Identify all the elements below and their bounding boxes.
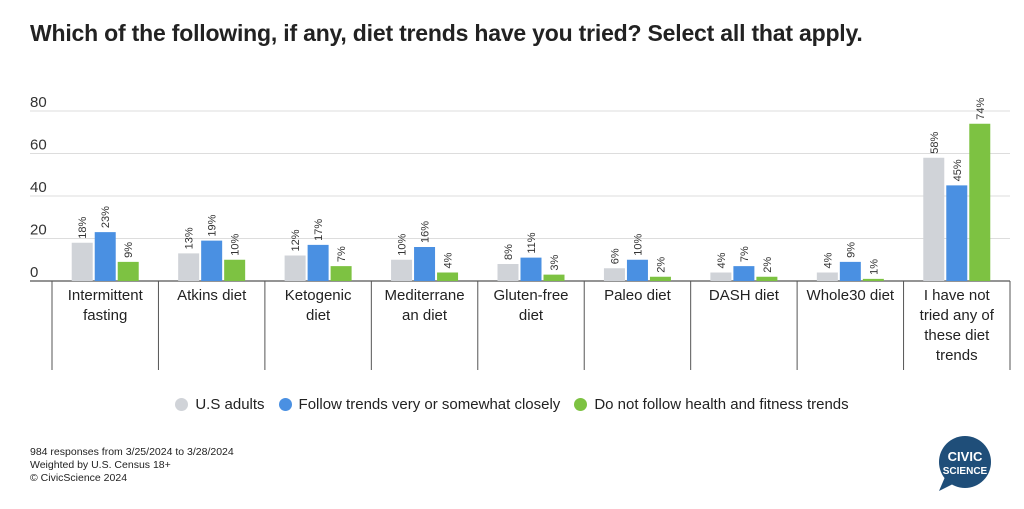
category-label-4-1: diet [519, 307, 544, 324]
legend-swatch-us-adults [175, 398, 189, 411]
footnote-weighting: Weighted by U.S. Census 18+ [30, 459, 171, 471]
value-label-8-2: 74% [975, 98, 987, 120]
legend-swatch-do-not-follow [574, 398, 588, 411]
y-tick-label-0: 0 [30, 264, 38, 281]
legend-item-follow-trends: Follow trends very or somewhat closely [278, 396, 561, 413]
category-label-0-1: fasting [83, 307, 127, 324]
bar-5-2 [649, 276, 671, 281]
legend-swatch-follow-trends [278, 398, 292, 411]
logo-text-civic: CIVIC [948, 449, 983, 464]
bar-4-1 [520, 257, 542, 281]
bar-8-1 [946, 185, 968, 281]
value-label-4-2: 3% [549, 255, 561, 271]
chart-legend: U.S adults Follow trends very or somewha… [0, 396, 1024, 413]
category-label-0-0: Intermittent [68, 287, 144, 304]
bar-5-1 [626, 259, 648, 281]
category-label-3-0: Mediterrane [385, 287, 465, 304]
value-label-3-2: 4% [443, 252, 455, 268]
bar-3-2 [437, 272, 459, 281]
footnote-copyright: © CivicScience 2024 [30, 472, 128, 484]
bar-6-2 [756, 276, 778, 281]
category-label-8-0: I have not [924, 287, 991, 304]
y-tick-label-80: 80 [30, 94, 47, 111]
value-label-6-0: 4% [716, 252, 728, 268]
bar-chart: 0 20 40 60 80 18% 23% 9% Intermittent fasting 13% 1… [30, 94, 1011, 370]
category-label-3-1: an diet [402, 307, 448, 324]
y-tick-label-40: 40 [30, 179, 47, 196]
bar-3-1 [414, 247, 436, 281]
value-label-6-1: 7% [739, 246, 751, 262]
value-label-0-1: 23% [100, 206, 112, 228]
bar-1-0 [178, 253, 200, 281]
legend-label-us-adults: U.S adults [195, 396, 265, 413]
bar-0-2 [117, 261, 139, 281]
civicscience-logo: CIVIC SCIENCE [939, 436, 991, 491]
legend-item-us-adults: U.S adults [175, 396, 265, 413]
value-label-7-2: 1% [868, 259, 880, 275]
bar-0-0 [71, 242, 93, 281]
bar-3-0 [391, 259, 413, 281]
logo-text-science: SCIENCE [943, 466, 988, 477]
bar-7-1 [839, 261, 861, 281]
value-label-5-0: 6% [609, 248, 621, 264]
category-label-5-0: Paleo diet [604, 287, 672, 304]
bar-2-1 [307, 244, 329, 281]
category-label-8-2: these diet [924, 327, 990, 344]
footnote-responses: 984 responses from 3/25/2024 to 3/28/202… [30, 446, 234, 458]
bar-0-1 [94, 232, 116, 281]
value-label-8-0: 58% [929, 132, 941, 154]
category-label-6-0: DASH diet [709, 287, 780, 304]
bar-5-0 [603, 268, 625, 281]
category-label-8-3: trends [936, 347, 978, 364]
value-label-2-2: 7% [336, 246, 348, 262]
value-label-2-1: 17% [313, 219, 325, 241]
value-label-1-1: 19% [207, 214, 219, 236]
value-label-8-1: 45% [952, 159, 964, 181]
category-label-2-0: Ketogenic [285, 287, 352, 304]
y-tick-label-60: 60 [30, 137, 47, 154]
value-label-2-0: 12% [290, 229, 302, 251]
bar-6-1 [733, 266, 755, 281]
bar-6-0 [710, 272, 732, 281]
category-label-1-0: Atkins diet [177, 287, 247, 304]
category-label-7-0: Whole30 diet [807, 287, 895, 304]
bar-1-2 [224, 259, 246, 281]
value-label-6-2: 2% [762, 257, 774, 273]
bar-7-2 [862, 278, 884, 281]
y-tick-label-20: 20 [30, 222, 47, 239]
bar-8-2 [969, 123, 991, 281]
value-label-3-0: 10% [397, 234, 409, 256]
footnote: 984 responses from 3/25/2024 to 3/28/202… [30, 446, 234, 485]
bar-8-0 [923, 157, 945, 281]
bar-4-2 [543, 274, 565, 281]
category-label-2-1: diet [306, 307, 331, 324]
value-label-4-0: 8% [503, 244, 515, 260]
value-label-0-0: 18% [77, 217, 89, 239]
bar-1-1 [201, 240, 223, 281]
category-label-4-0: Gluten-free [493, 287, 568, 304]
bar-7-0 [816, 272, 838, 281]
value-label-1-2: 10% [230, 234, 242, 256]
value-label-7-0: 4% [822, 252, 834, 268]
value-label-7-1: 9% [845, 242, 857, 258]
legend-label-do-not-follow: Do not follow health and fitness trends [594, 396, 849, 413]
bar-2-2 [330, 266, 352, 281]
value-label-5-1: 10% [632, 234, 644, 256]
legend-item-do-not-follow: Do not follow health and fitness trends [574, 396, 849, 413]
legend-label-follow-trends: Follow trends very or somewhat closely [298, 396, 561, 413]
chart-title: Which of the following, if any, diet tre… [30, 20, 863, 46]
value-label-3-1: 16% [420, 221, 432, 243]
bar-2-0 [284, 255, 306, 281]
value-label-4-1: 11% [526, 232, 538, 253]
value-label-1-0: 13% [184, 227, 196, 249]
bar-4-0 [497, 264, 519, 281]
value-label-5-2: 2% [655, 257, 667, 273]
category-label-8-1: tried any of [920, 307, 995, 324]
value-label-0-2: 9% [123, 242, 135, 258]
